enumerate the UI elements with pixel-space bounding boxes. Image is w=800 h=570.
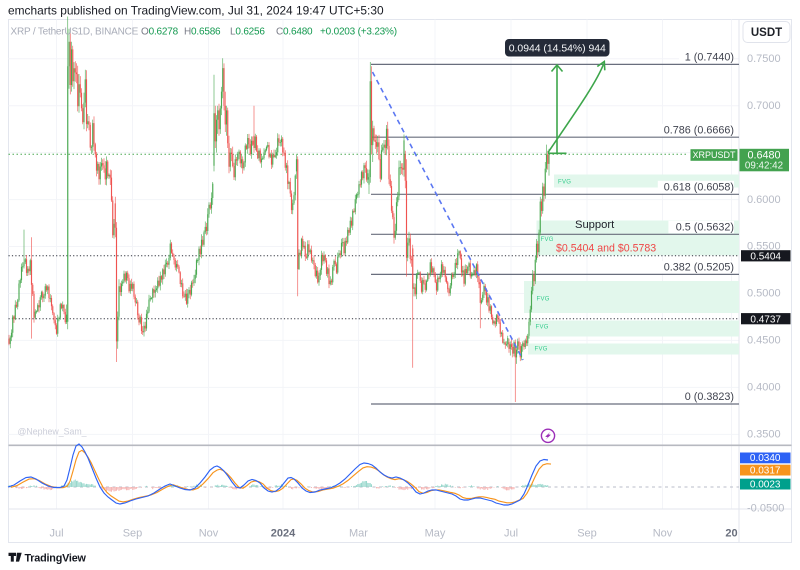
svg-text:Nov: Nov [653,528,673,540]
svg-text:0.382 (0.5205): 0.382 (0.5205) [664,262,734,274]
svg-text:0.4000: 0.4000 [747,382,781,394]
svg-text:0.0944 (14.54%) 944: 0.0944 (14.54%) 944 [509,43,606,54]
svg-text:Nov: Nov [199,528,219,540]
svg-text:0.0340: 0.0340 [750,453,781,464]
svg-text:0.3500: 0.3500 [747,429,781,441]
svg-text:1D, BINANCE: 1D, BINANCE [78,27,139,38]
svg-text:Jul: Jul [504,528,518,540]
svg-text:XRPUSDT: XRPUSDT [692,150,736,160]
svg-text:FVG: FVG [536,325,549,331]
svg-text:O0.6278: O0.6278 [141,27,179,38]
svg-text:Sep: Sep [123,528,143,540]
svg-text:20: 20 [725,528,737,540]
svg-text:@Nephew_Sam_: @Nephew_Sam_ [18,427,87,437]
svg-text:emcharts published on TradingV: emcharts published on TradingView.com, J… [8,4,384,18]
svg-text:0.0317: 0.0317 [750,465,781,476]
svg-text:L0.6256: L0.6256 [230,27,265,38]
svg-text:USDT: USDT [751,27,782,39]
svg-text:0.618 (0.6058): 0.618 (0.6058) [664,182,734,194]
svg-text:H0.6586: H0.6586 [184,27,221,38]
svg-text:0.7000: 0.7000 [747,100,781,112]
svg-text:TradingView: TradingView [25,552,87,564]
svg-text:0.4737: 0.4737 [750,314,781,325]
svg-text:$0.5404 and $0.5783: $0.5404 and $0.5783 [556,243,656,255]
svg-text:FVG: FVG [535,347,548,353]
svg-text:Sep: Sep [577,528,597,540]
svg-text:XRP / TetherUS: XRP / TetherUS [11,27,79,38]
svg-text:Support: Support [575,219,615,231]
svg-text:0.5500: 0.5500 [747,241,781,253]
svg-text:-0.0500: -0.0500 [747,503,784,515]
svg-text:0.7500: 0.7500 [747,53,781,65]
svg-text:0.5000: 0.5000 [747,288,781,300]
svg-text:0.786 (0.6666): 0.786 (0.6666) [664,124,734,136]
svg-text:FVG: FVG [537,297,550,303]
svg-text:0.5 (0.5632): 0.5 (0.5632) [676,222,734,234]
svg-text:0.4500: 0.4500 [747,335,781,347]
svg-text:C0.6480: C0.6480 [276,27,313,38]
svg-text:09:42:42: 09:42:42 [745,160,783,171]
svg-text:Jul: Jul [49,528,63,540]
svg-text:0.5404: 0.5404 [750,251,781,262]
svg-text:0 (0.3823): 0 (0.3823) [685,391,734,403]
svg-text:Mar: Mar [349,528,368,540]
svg-text:0.6000: 0.6000 [747,194,781,206]
svg-text:0.0023: 0.0023 [750,479,781,490]
svg-text:FVG: FVG [541,237,554,243]
svg-text:0.6480: 0.6480 [747,149,780,161]
svg-text:1 (0.7440): 1 (0.7440) [685,52,734,64]
svg-text:FVG: FVG [558,180,571,186]
svg-text:2024: 2024 [271,528,296,540]
svg-text:+0.0203 (+3.23%): +0.0203 (+3.23%) [320,27,397,38]
svg-text:May: May [425,528,446,540]
